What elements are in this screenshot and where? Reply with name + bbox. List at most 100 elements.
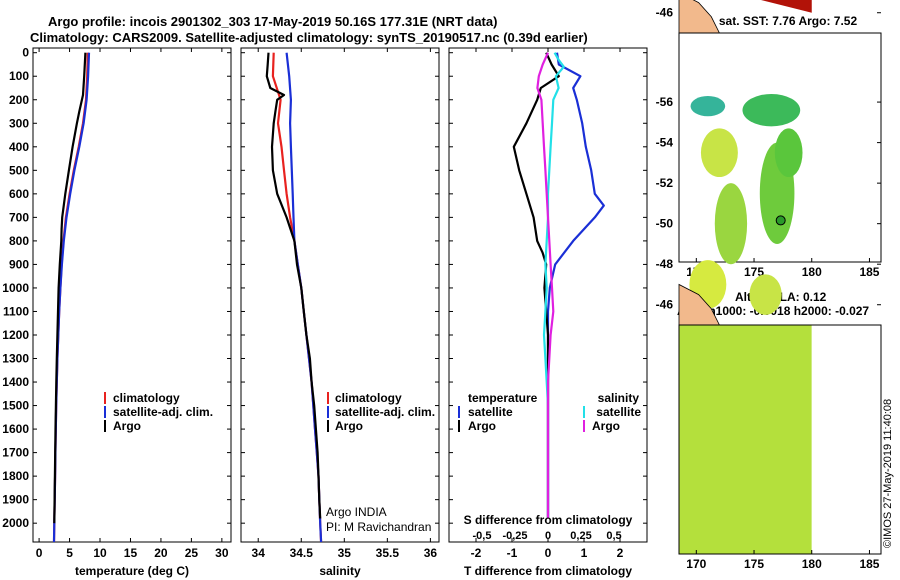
lon-tick-label: 175 — [744, 265, 764, 279]
x-tick-label: 5 — [66, 546, 73, 560]
lon-tick-label: 175 — [744, 557, 764, 571]
legend-swatch-argo — [327, 420, 329, 432]
temperature-chart: 0 5 10 15 20 25 30 — [36, 48, 229, 560]
depth-tick-label: 1400 — [2, 375, 29, 389]
legend-salinity-head: salinity — [598, 391, 640, 405]
temperature-legend: climatology satellite-adj. clim. Argo — [104, 391, 213, 433]
sst-map-title: sat. SST: 7.76 Argo: 7.52 — [719, 14, 858, 28]
lon-tick-label: 185 — [859, 265, 879, 279]
x-tick-label: 25 — [185, 546, 199, 560]
lat-tick-label: -46 — [656, 298, 674, 312]
legend-swatch-climatology — [327, 392, 329, 404]
legend-t-satellite: satellite — [468, 405, 513, 419]
series-line-climatology — [271, 52, 323, 543]
sst-map-frame — [678, 32, 882, 263]
x-tick-label: 34.5 — [290, 546, 314, 560]
salinity-xlabel: salinity — [319, 564, 361, 578]
legend-satellite-adj: satellite-adj. clim. — [113, 405, 213, 419]
salinity-legend: climatology satellite-adj. clim. Argo Ar… — [326, 391, 435, 534]
depth-tick-label: 1200 — [2, 328, 29, 342]
depth-tick-label: 1100 — [3, 304, 29, 318]
series-line-argo — [265, 52, 322, 519]
x-tick-label: 2 — [617, 546, 624, 560]
float-position-marker — [775, 215, 786, 226]
depth-tick-label: 1300 — [2, 352, 29, 366]
series-line-satellite-adj-clim- — [285, 52, 323, 543]
sla-anomaly-patch — [690, 96, 726, 117]
credit-line-2: PI: M Ravichandran — [326, 520, 431, 534]
legend-temperature-head: temperature — [468, 391, 538, 405]
legend-climatology: climatology — [113, 391, 180, 405]
legend-t-argo: Argo — [468, 419, 496, 433]
legend-satellite-adj: satellite-adj. clim. — [335, 405, 435, 419]
x-tick-label: 36 — [424, 546, 438, 560]
sla-map: -46 -48 -50 -52 -54 -56 170 175 180 185 — [656, 93, 881, 571]
depth-tick-label: 600 — [9, 187, 29, 201]
depth-tick-label: 900 — [9, 257, 29, 271]
sla-map-frame — [678, 324, 882, 555]
x-tick-label: 10 — [93, 546, 107, 560]
title-line-1: Argo profile: incois 2901302_303 17-May-… — [48, 14, 497, 29]
sla-anomaly-patch — [714, 183, 748, 265]
lon-tick-label: 180 — [802, 265, 822, 279]
lat-tick-label: -56 — [656, 95, 674, 109]
series-line-s-argo — [536, 52, 555, 519]
depth-tick-label: 0 — [22, 46, 29, 60]
x-tick-label: 0 — [545, 546, 552, 560]
sla-anomaly-patch — [742, 93, 801, 127]
legend-swatch-argo — [104, 420, 106, 432]
title-line-2: Climatology: CARS2009. Satellite-adjuste… — [30, 30, 588, 45]
depth-tick-label: 1700 — [2, 446, 29, 460]
s-tick-label: 0 — [545, 530, 551, 542]
lat-tick-label: -48 — [656, 257, 674, 271]
sst-warm-region — [760, 0, 812, 13]
x-tick-label: 15 — [124, 546, 138, 560]
lat-tick-label: -46 — [656, 6, 674, 20]
salinity-chart: 34 34.5 35 35.5 36 — [252, 48, 438, 560]
depth-tick-label: 300 — [9, 116, 29, 130]
x-tick-label: -2 — [471, 546, 482, 560]
depth-tick-label: 500 — [9, 163, 29, 177]
depth-tick-label: 200 — [9, 93, 29, 107]
legend-swatch-satellite — [104, 406, 106, 418]
depth-tick-label: 1500 — [2, 399, 29, 413]
lon-tick-label: 180 — [802, 557, 822, 571]
sla-background — [679, 325, 812, 554]
s-tick-label: -0,25 — [502, 530, 527, 542]
sla-anomaly-patch — [774, 128, 803, 178]
no-data-region — [811, 33, 881, 262]
credit-line-1: Argo INDIA — [326, 505, 387, 519]
lon-tick-label: 170 — [686, 557, 706, 571]
temperature-xlabel: temperature (deg C) — [75, 564, 189, 578]
lat-tick-label: -52 — [656, 176, 674, 190]
legend-s-satellite: satellite — [596, 405, 641, 419]
sla-anomaly-patch — [700, 128, 738, 178]
x-tick-label: 34 — [252, 546, 266, 560]
x-tick-label: 0 — [36, 546, 43, 560]
depth-tick-label: 1600 — [2, 422, 29, 436]
s-tick-label: 0,5 — [606, 530, 621, 542]
legend-swatch-t-satellite — [458, 406, 460, 418]
legend-climatology: climatology — [335, 391, 402, 405]
depth-tick-label: 1900 — [2, 493, 29, 507]
salinity-plot-frame — [240, 47, 440, 543]
lat-tick-label: -54 — [656, 136, 674, 150]
depth-tick-label: 1800 — [2, 469, 29, 483]
x-tick-label: 20 — [154, 546, 168, 560]
land-coastline — [678, 0, 721, 34]
depth-tick-label: 100 — [9, 69, 29, 83]
difference-legend: temperature satellite Argo salinity sate… — [458, 391, 641, 433]
temperature-plot-frame — [32, 47, 232, 543]
legend-s-argo: Argo — [592, 419, 620, 433]
legend-swatch-satellite — [327, 406, 329, 418]
sla-anomaly-patch — [749, 274, 782, 315]
x-tick-label: 1 — [581, 546, 588, 560]
difference-xlabel: T difference from climatology — [464, 564, 632, 578]
no-data-region — [811, 325, 881, 554]
x-tick-label: 35.5 — [376, 546, 400, 560]
x-tick-label: 30 — [215, 546, 229, 560]
legend-swatch-t-argo — [458, 420, 460, 432]
x-tick-label: -1 — [507, 546, 518, 560]
